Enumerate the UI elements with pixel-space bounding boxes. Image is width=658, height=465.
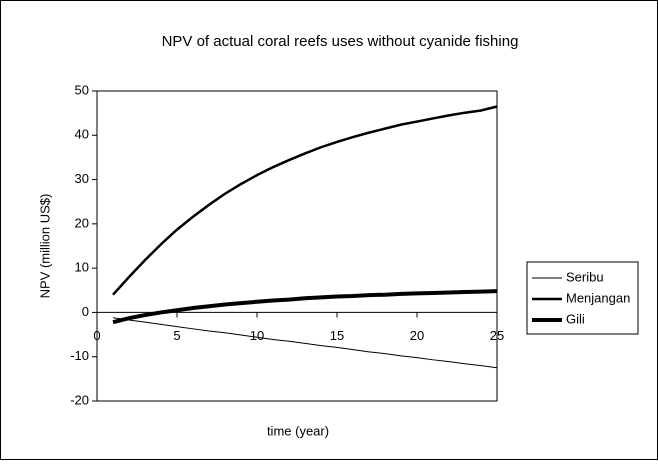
y-tick-label: 30 (75, 171, 89, 186)
y-tick-label: -10 (70, 348, 89, 363)
legend-label: Seribu (566, 269, 604, 284)
chart-title: NPV of actual coral reefs uses without c… (162, 33, 519, 50)
y-tick-label: 0 (82, 304, 89, 319)
y-tick-label: 10 (75, 260, 89, 275)
x-tick-label: 5 (173, 328, 180, 343)
legend-label: Menjangan (566, 290, 630, 305)
y-tick-label: 50 (75, 82, 89, 97)
plot-area (96, 90, 498, 402)
y-tick-label: 40 (75, 127, 89, 142)
x-tick-label: 0 (93, 328, 100, 343)
y-tick-label: 20 (75, 215, 89, 230)
x-tick-label: 10 (250, 328, 264, 343)
line-series (112, 289, 498, 325)
line-series (112, 317, 498, 369)
legend-label: Gili (566, 311, 585, 326)
line-series (112, 105, 498, 296)
y-axis-label: NPV (million US$) (37, 194, 52, 299)
x-tick-label: 25 (490, 328, 504, 343)
x-tick-label: 15 (330, 328, 344, 343)
x-axis-label: time (year) (267, 423, 329, 438)
x-tick-label: 20 (410, 328, 424, 343)
y-tick-label: -20 (70, 392, 89, 407)
